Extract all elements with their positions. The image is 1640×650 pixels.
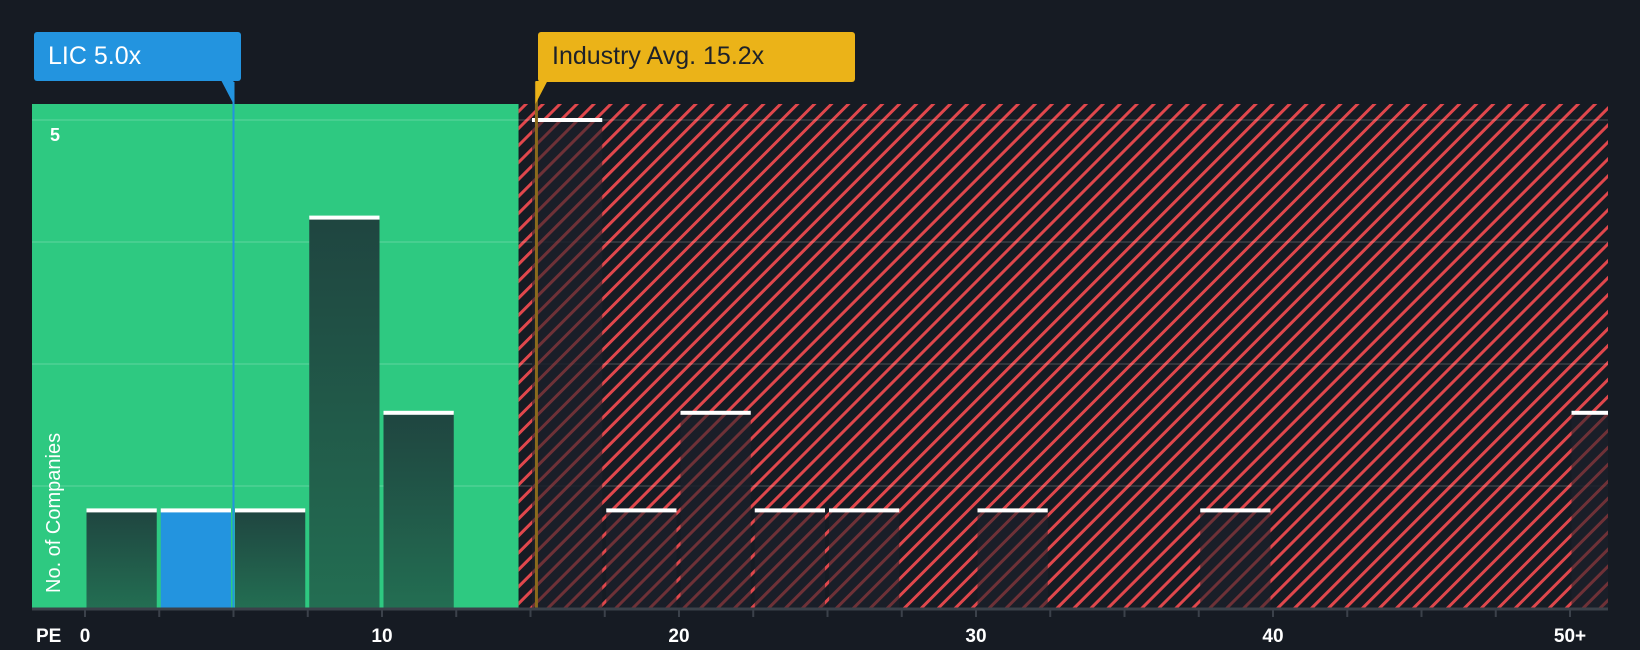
x-tick-label: 0 [79, 626, 91, 647]
x-tick-label: 30 [965, 626, 987, 647]
histogram-bar [606, 510, 677, 608]
bar-cap [1571, 410, 1608, 415]
bar-cap [977, 508, 1048, 513]
histogram-bar [1571, 412, 1608, 608]
histogram-bar [383, 412, 454, 608]
histogram-bar [235, 510, 306, 608]
bar-cap [754, 508, 825, 513]
histogram-bar [86, 510, 157, 608]
bar-cap [309, 215, 380, 220]
y-tick-label-5: 5 [50, 125, 61, 145]
bar-cap [1200, 508, 1271, 513]
histogram-bars [86, 118, 1608, 608]
histogram-bar [680, 412, 751, 608]
bar-cap [383, 410, 454, 415]
company-pe-label: LIC 5.0x [34, 32, 241, 81]
highlighted-bar [160, 510, 231, 608]
industry-avg-label: Industry Avg. 15.2x [538, 32, 855, 82]
y-axis-title: No. of Companies [43, 432, 65, 593]
x-tick-label: 10 [371, 626, 393, 647]
bar-cap [160, 508, 231, 513]
bar-cap [829, 508, 900, 513]
x-tick-label: 40 [1262, 626, 1284, 647]
x-tick-label: 50+ [1553, 626, 1587, 647]
bar-cap [235, 508, 306, 513]
company-pe-text: LIC 5.0x [48, 42, 142, 70]
x-axis-title: PE [36, 626, 62, 647]
histogram-bar [532, 120, 603, 608]
histogram-bar [754, 510, 825, 608]
industry-avg-text: Industry Avg. 15.2x [552, 42, 765, 70]
histogram-bar [977, 510, 1048, 608]
x-axis [32, 607, 1608, 617]
histogram-bar [829, 510, 900, 608]
gridlines [32, 119, 1608, 487]
histogram-bar [1200, 510, 1271, 608]
histogram-bar [309, 217, 380, 608]
x-tick-label: 20 [668, 626, 690, 647]
bar-cap [680, 410, 751, 415]
marker-lines [221, 81, 548, 608]
bar-cap [606, 508, 677, 513]
bar-cap [532, 118, 603, 122]
bar-cap [86, 508, 157, 513]
company-label-pointer [221, 81, 234, 104]
industry-label-pointer [535, 81, 548, 104]
